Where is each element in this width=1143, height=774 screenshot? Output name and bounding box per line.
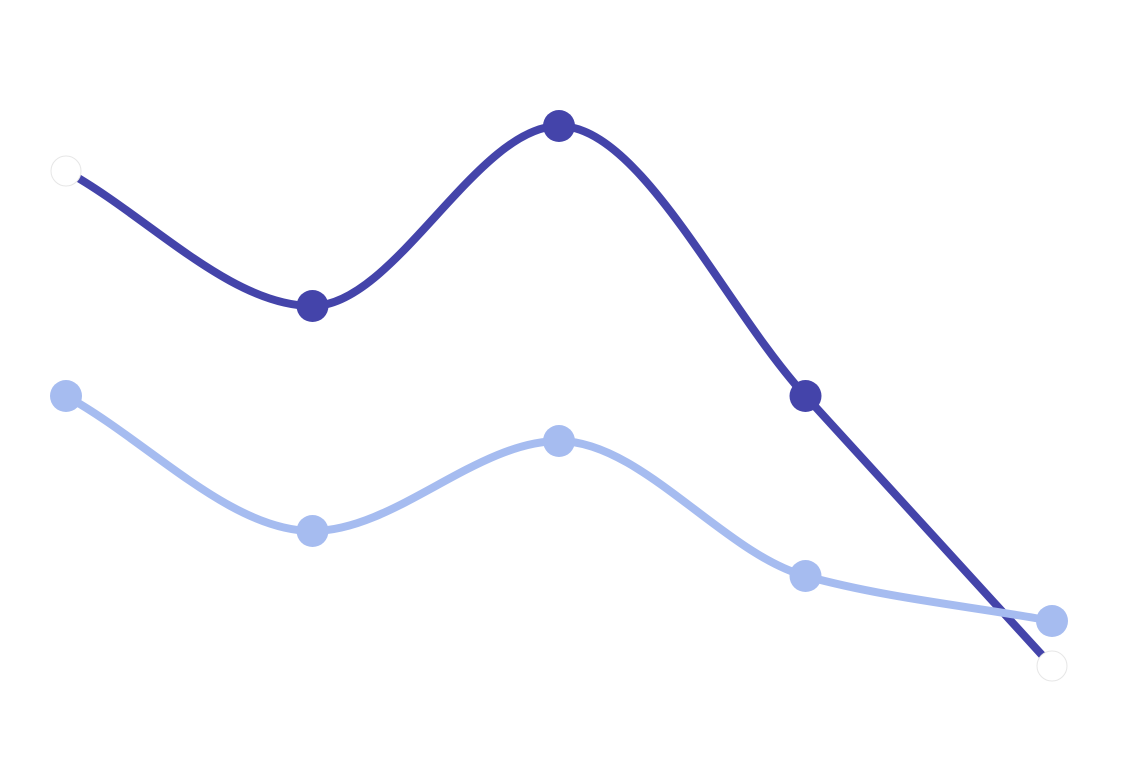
data-point: [789, 380, 822, 412]
data-point: [543, 110, 575, 142]
data-point: [50, 155, 82, 187]
data-point: [1036, 650, 1068, 682]
data-point: [50, 380, 82, 412]
data-point: [296, 515, 329, 547]
data-point: [296, 290, 329, 322]
data-point: [543, 425, 575, 457]
series-line: [62, 121, 1056, 670]
data-point: [1036, 605, 1068, 637]
data-point: [789, 560, 822, 592]
